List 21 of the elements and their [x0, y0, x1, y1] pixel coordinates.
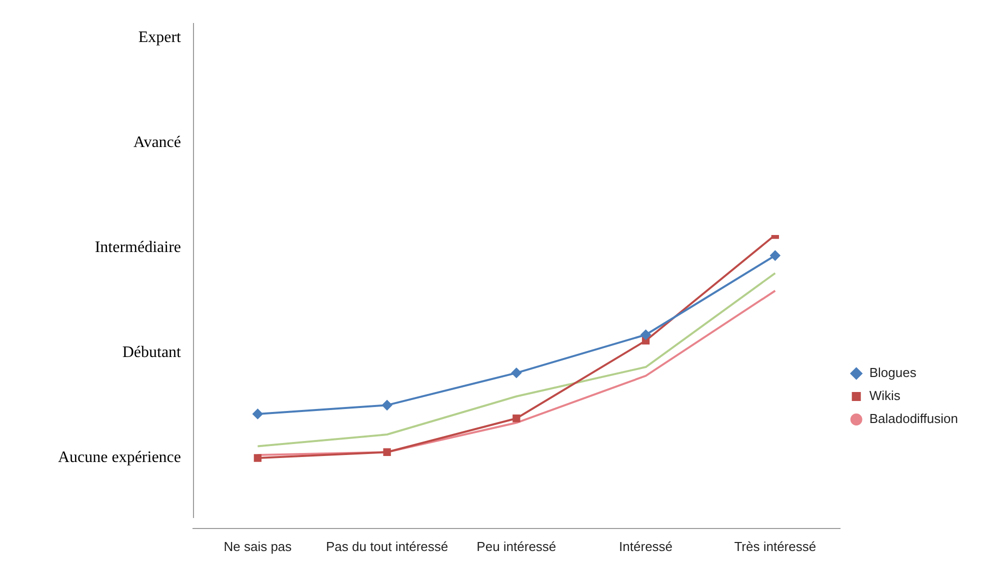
- text: Débutant: [122, 343, 181, 363]
- x-tick-label: Ne sais pas: [224, 538, 292, 554]
- x-tick-label: Très intéressé: [734, 538, 816, 554]
- legend-label: Blogues: [869, 365, 917, 380]
- point: [770, 250, 780, 261]
- x-tick-label: Pas du tout intéressé: [326, 538, 448, 554]
- x-tick-label: Peu intéressé: [476, 538, 556, 554]
- point: [252, 408, 263, 419]
- point: [511, 368, 522, 378]
- text: Avancé: [133, 133, 181, 153]
- text: Expert: [138, 28, 181, 48]
- legend-label: Baladodiffusion: [869, 411, 958, 426]
- point: [383, 448, 391, 456]
- legend-label: Wikis: [869, 388, 901, 404]
- point: [640, 330, 651, 340]
- text: Aucune expérience: [58, 448, 181, 468]
- point: [382, 400, 392, 410]
- point: [512, 414, 520, 422]
- point: [254, 454, 262, 462]
- text: Intermédiaire: [94, 238, 181, 258]
- x-tick-label: Intéressé: [619, 538, 673, 554]
